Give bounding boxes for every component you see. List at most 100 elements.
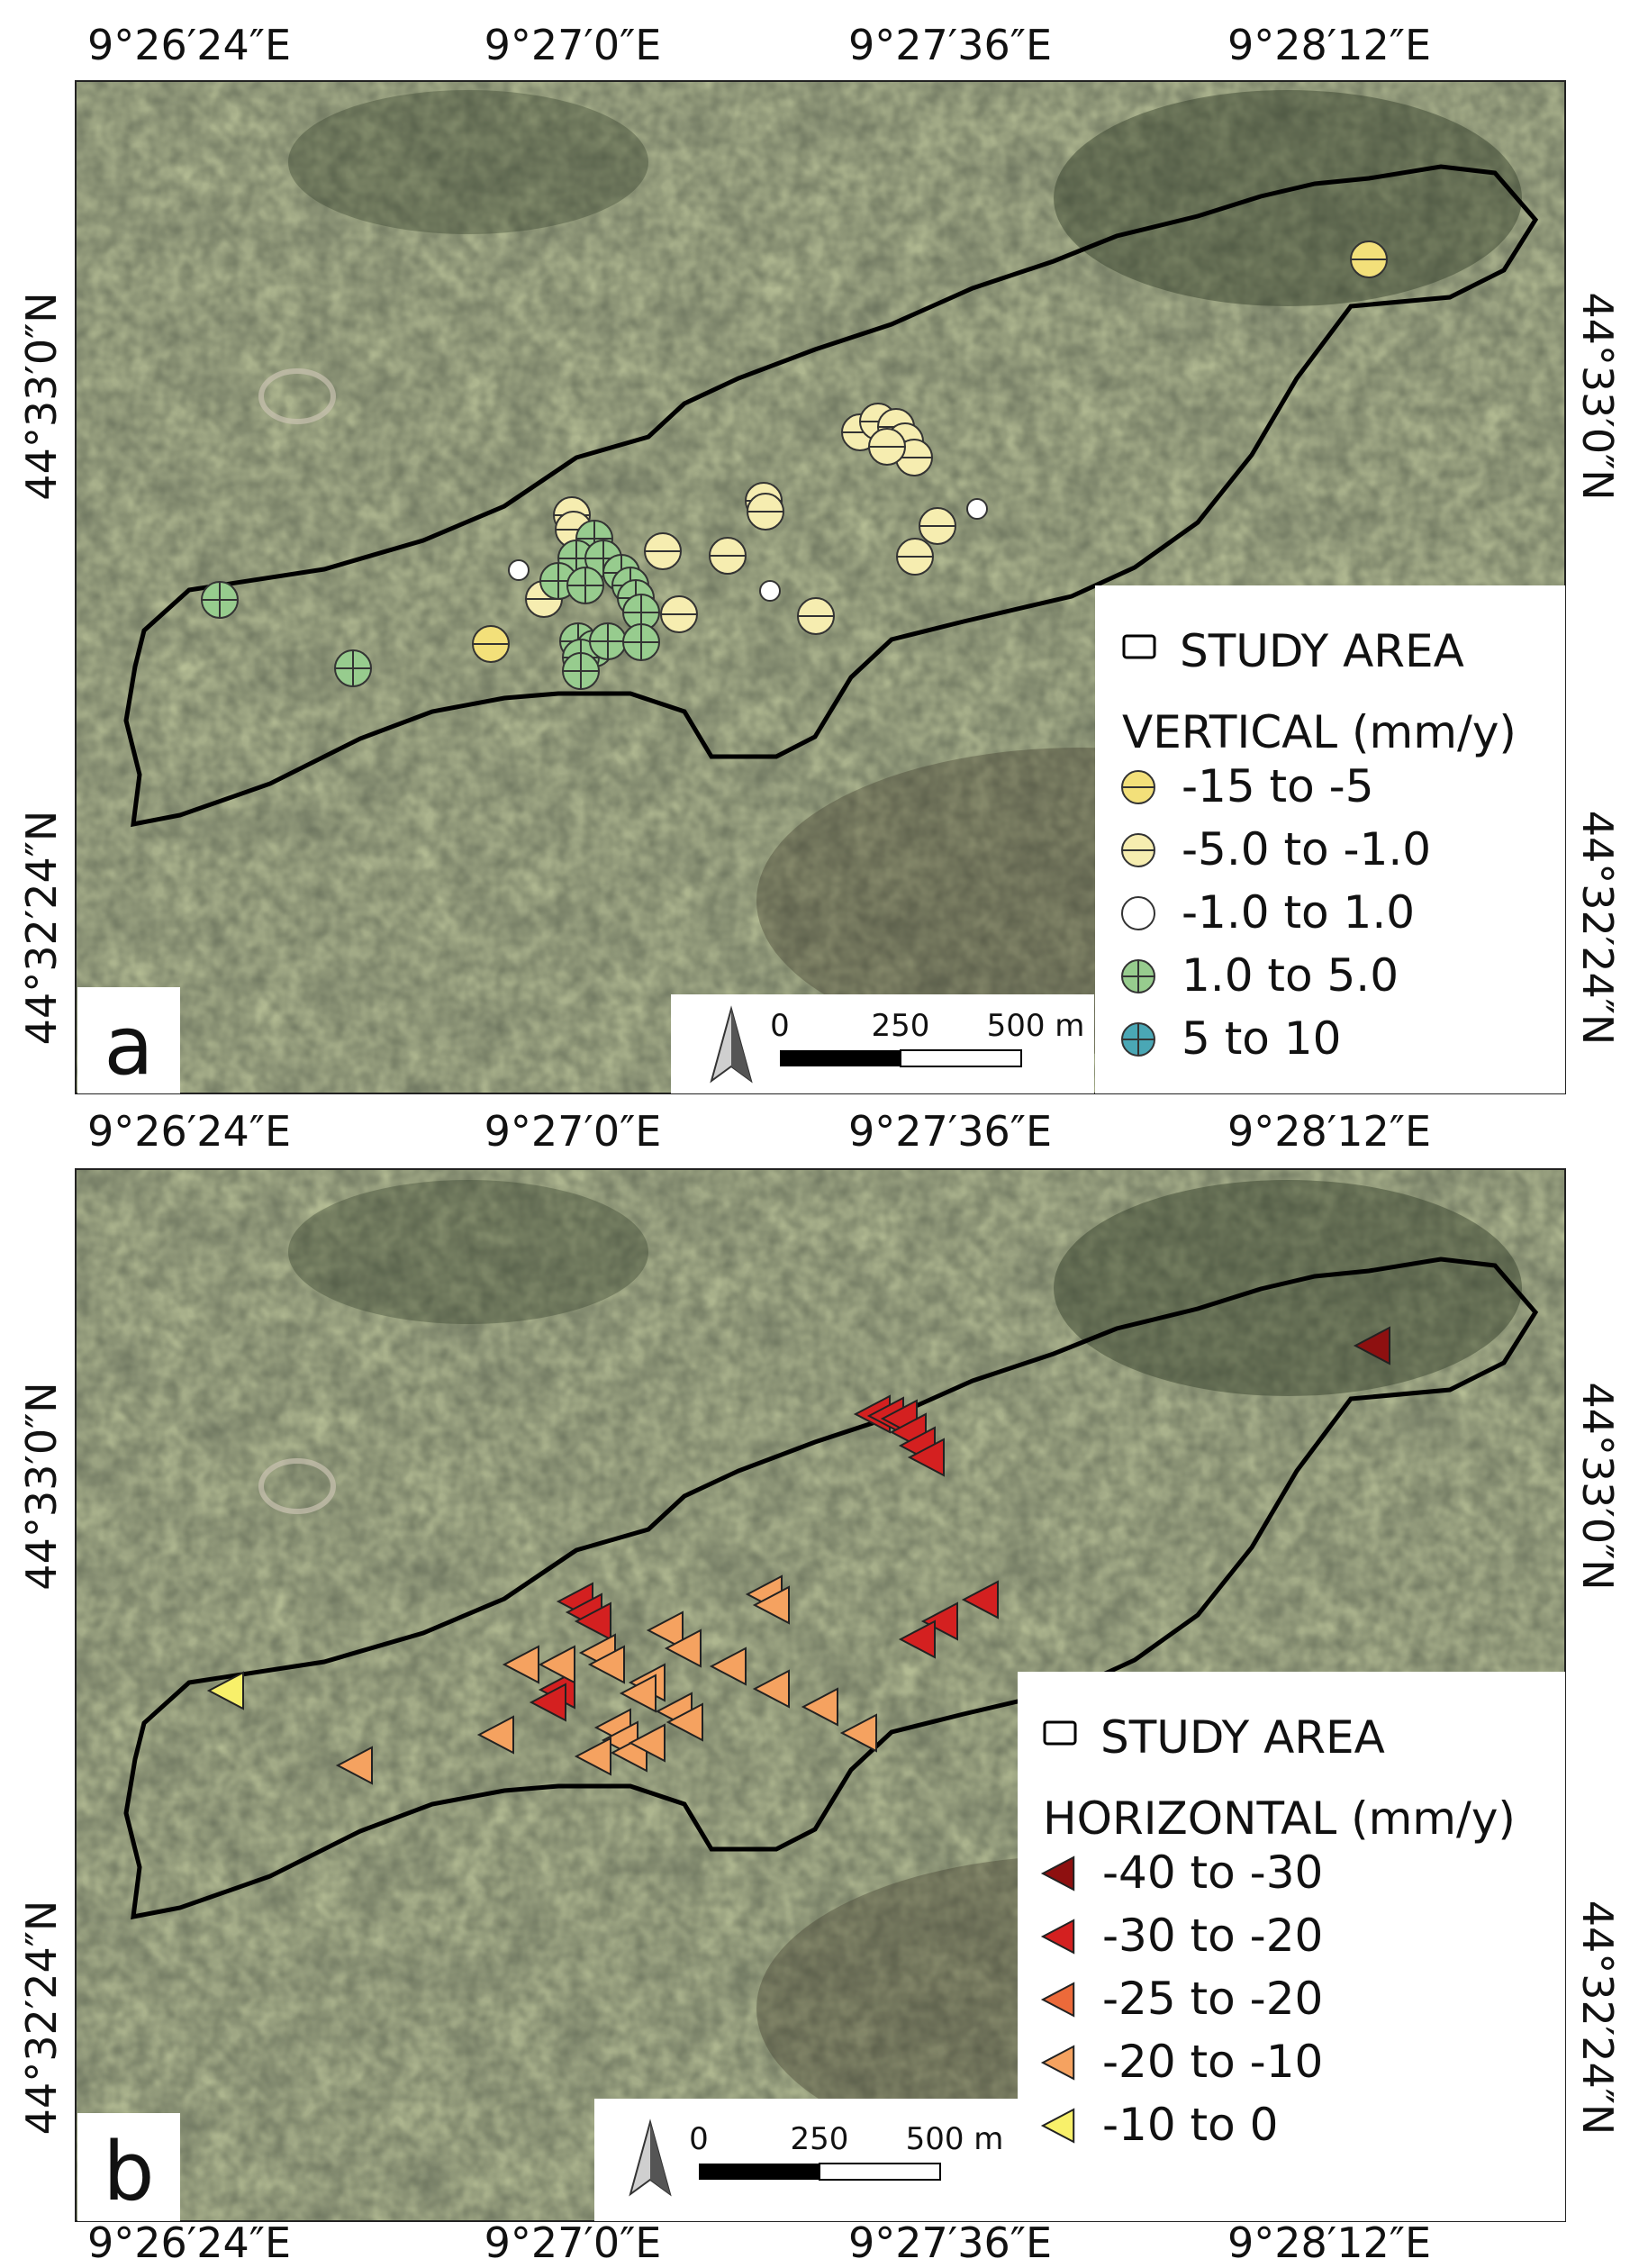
lat-label-right-a-1: 44°33′0″N (1573, 292, 1622, 500)
legend-label-1-3: -20 to -10 (1102, 2036, 1323, 2088)
horizontal-point (619, 1674, 657, 1713)
legend-label-0-3: 1.0 to 5.0 (1182, 949, 1399, 1002)
horizontal-point (529, 1683, 566, 1722)
study-area-boundary-b (123, 1256, 1539, 1920)
horizontal-point (574, 1601, 611, 1641)
horizontal-point (666, 1702, 703, 1742)
legend-label-1-0: -40 to -30 (1102, 1846, 1323, 1899)
legend-symbol-1-1 (1040, 1919, 1075, 1955)
legend-label-1-4: -10 to 0 (1102, 2099, 1278, 2151)
horizontal-point (335, 1746, 373, 1785)
vertical-point (334, 649, 372, 687)
vertical-point (709, 537, 747, 575)
lat-label-right-a-2: 44°32′24″N (1573, 811, 1622, 1046)
vertical-velocity-points (201, 240, 1388, 690)
lat-label-left-b-2: 44°32′24″N (17, 1901, 66, 2136)
legend-symbol-1-3 (1040, 2045, 1075, 2081)
legend-a: STUDY AREA VERTICAL (mm/y) -15 to -5 -5.0… (1095, 585, 1565, 1093)
vertical-point (201, 581, 239, 619)
legend-label-0-2: -1.0 to 1.0 (1182, 886, 1415, 939)
horizontal-point (206, 1671, 244, 1710)
lat-label-left-a-2: 44°32′24″N (17, 811, 66, 1046)
vertical-point (589, 622, 627, 660)
panel-letter-a-box: a (77, 987, 180, 1093)
horizontal-point (574, 1737, 611, 1776)
horizontal-point (961, 1580, 999, 1619)
horizontal-point (538, 1645, 575, 1684)
horizontal-point (839, 1713, 877, 1753)
lat-label-left-a-1: 44°33′0″N (17, 292, 66, 500)
vertical-point (472, 625, 510, 663)
lon-label-bottom-4: 9°28′12″E (1227, 2218, 1431, 2267)
lat-label-right-b-2: 44°32′24″N (1573, 1901, 1622, 2136)
legend-study-area-a: STUDY AREA (1180, 625, 1464, 677)
legend-classes-b: -40 to -30 -30 to -20 -25 to -20 -20 to -10… (1040, 1846, 1323, 2151)
lon-label-mid-3: 9°27′36″E (848, 1107, 1052, 1156)
vertical-point (747, 493, 784, 531)
legend-symbol-1-4 (1040, 2108, 1075, 2144)
vertical-point (660, 595, 698, 633)
scale-mid-b: 250 (791, 2121, 849, 2157)
scale-zero-b: 0 (689, 2121, 709, 2157)
scale-zero-a: 0 (770, 1008, 790, 1044)
vertical-point (508, 559, 530, 581)
horizontal-point (752, 1585, 790, 1625)
horizontal-velocity-points (206, 1326, 1390, 1785)
horizontal-point (898, 1619, 936, 1659)
panel-letter-b-box: b (77, 2113, 180, 2221)
legend-symbol-1-2 (1040, 1982, 1075, 2018)
panel-letter-a: a (104, 999, 153, 1093)
lon-label-top-2: 9°27′0″E (484, 21, 662, 69)
legend-label-1-2: -25 to -20 (1102, 1973, 1323, 2025)
panel-letter-b: b (103, 2125, 154, 2219)
scale-end-b: 500 m (906, 2121, 1004, 2157)
horizontal-point (587, 1645, 625, 1684)
panel-b: b 0 250 500 m STUDY AREA HORIZONTAL (mm/… (75, 1168, 1566, 2222)
legend-label-0-4: 5 to 10 (1182, 1012, 1341, 1065)
study-area-swatch-a (1122, 634, 1156, 659)
horizontal-point (628, 1723, 666, 1763)
vertical-point (562, 652, 600, 690)
legend-study-area-b: STUDY AREA (1100, 1711, 1385, 1764)
lon-label-bottom-1: 9°26′24″E (87, 2218, 291, 2267)
scale-bar-b: 0 250 500 m (594, 2099, 1018, 2221)
scale-end-a: 500 m (987, 1008, 1085, 1044)
legend-symbol-0-1 (1121, 833, 1155, 867)
lat-label-left-b-1: 44°33′0″N (17, 1382, 66, 1590)
legend-symbol-0-2 (1121, 896, 1155, 930)
lon-label-mid-1: 9°26′24″E (87, 1107, 291, 1156)
study-area-boundary-a (123, 164, 1539, 828)
horizontal-point (709, 1647, 747, 1686)
legend-title-a: VERTICAL (mm/y) (1122, 706, 1517, 758)
horizontal-point (920, 1601, 958, 1641)
legend-label-1-1: -30 to -20 (1102, 1910, 1323, 1962)
scale-bar-a: 0 250 500 m (671, 994, 1094, 1093)
lon-label-top-1: 9°26′24″E (87, 21, 291, 69)
legend-classes-a: -15 to -5 -5.0 to -1.0 -1.0 to 1.0 1.0 to 5… (1121, 760, 1431, 1065)
graticule-labels: 9°26′24″E 9°27′0″E 9°27′36″E 9°28′12″E 9… (17, 21, 1622, 2267)
horizontal-point (752, 1669, 790, 1709)
legend-label-0-1: -5.0 to -1.0 (1182, 823, 1431, 875)
lon-label-bottom-3: 9°27′36″E (848, 2218, 1052, 2267)
vertical-point (1350, 240, 1388, 278)
scale-mid-a: 250 (872, 1008, 930, 1044)
vertical-point (919, 507, 956, 545)
vertical-point (966, 498, 988, 520)
lon-label-top-4: 9°28′12″E (1227, 21, 1431, 69)
vertical-point (566, 567, 604, 604)
vertical-point (797, 597, 835, 635)
horizontal-point (664, 1628, 702, 1668)
legend-symbol-0-0 (1121, 770, 1155, 804)
legend-label-0-0: -15 to -5 (1182, 760, 1374, 812)
horizontal-point (476, 1715, 514, 1755)
vertical-point (868, 428, 906, 466)
lon-label-bottom-2: 9°27′0″E (484, 2218, 662, 2267)
legend-symbol-0-3 (1121, 959, 1155, 993)
legend-title-b: HORIZONTAL (mm/y) (1043, 1792, 1516, 1845)
lon-label-top-3: 9°27′36″E (848, 21, 1052, 69)
horizontal-point (646, 1610, 684, 1650)
panel-a: a 0 250 500 m STUDY AREA VERTICAL (mm/y)… (75, 80, 1566, 1094)
horizontal-point (907, 1438, 945, 1477)
lon-label-mid-4: 9°28′12″E (1227, 1107, 1431, 1156)
